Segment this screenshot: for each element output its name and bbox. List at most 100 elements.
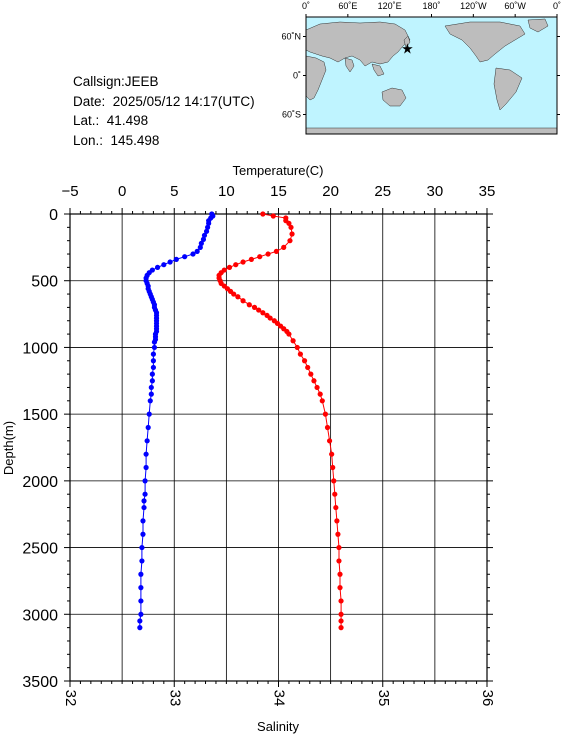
salinity-data-point [314,384,320,391]
plot-frame [69,213,488,682]
salinity-data-point [305,364,311,371]
salinity-tick-label: 36 [479,690,496,707]
temperature-data-point [182,254,188,260]
salinity-data-point [334,518,340,524]
salinity-data-point [267,315,273,321]
depth-tick-label: 2500 [22,541,58,558]
salinity-data-point [337,571,343,577]
salinity-data-point [332,491,338,497]
depth-tick-label: 0 [49,207,58,224]
series-layer [137,211,344,631]
depth-tick-label: 1000 [22,340,58,357]
date-label: Date: [73,93,106,109]
salinity-data-point [338,618,344,624]
lon-line: Lon.: 145.498 [73,131,255,151]
salinity-data-point [294,344,300,351]
salinity-data-point [240,259,246,265]
date-line: Date: 2025/05/12 14:17(UTC) [73,92,255,112]
temperature-data-point [147,398,153,404]
salinity-data-point [322,411,329,417]
callsign-line: Callsign:JEEB [73,72,255,92]
salinity-tick-label: 33 [166,690,183,707]
temperature-data-point [150,358,156,364]
temperature-data-point [151,344,158,351]
salinity-data-point [301,358,308,364]
temperature-data-point [143,451,149,457]
temperature-data-point [144,438,150,444]
temperature-profile-line [139,213,214,628]
temperature-data-point [151,339,158,345]
date-value: 2025/05/12 14:17(UTC) [112,93,255,109]
temperature-data-point [149,371,155,377]
temperature-data-point [167,259,173,265]
temperature-data-point [197,244,203,250]
temperature-data-point [141,498,147,504]
depth-tick-label: 2000 [22,474,58,491]
chart-grid [69,213,488,682]
temperature-data-point [141,504,147,511]
salinity-data-point [270,213,276,219]
salinity-data-point [260,310,266,316]
salinity-data-point [331,478,337,484]
africa-landmass [305,55,327,101]
salinity-data-point [289,231,295,237]
temperature-data-point [203,228,210,234]
salinity-series [216,211,344,631]
depth-tick-label: 3000 [22,607,58,624]
map-lon-tick-label: 60˚W [504,1,526,11]
lon-label: Lon.: [73,132,104,148]
salinity-data-point [319,398,325,404]
salinity-tick-label: 34 [271,690,288,707]
salinity-data-point [235,294,241,300]
map-lon-tick-label: 0˚ [553,1,561,11]
salinity-data-point [338,611,344,617]
salinity-data-point [338,598,344,604]
lon-value: 145.498 [110,132,160,148]
world-map: 0˚ 60˚E 120˚E 180˚ 120˚W 60˚W 0˚ 60˚N 0˚ 60˚S ★ [281,1,561,135]
salinity-data-point [311,378,317,384]
salinity-tick-label: 35 [375,690,392,707]
temperature-tick-label: 5 [170,183,178,200]
station-marker-icon: ★ [401,41,414,57]
temperature-data-point [142,478,148,484]
temperature-data-point [137,625,143,631]
salinity-tick-labels: 32 33 34 35 36 [62,690,496,707]
salinity-data-point [240,298,246,304]
salinity-data-point [329,451,335,457]
temperature-tick-label: −5 [61,183,78,200]
temperature-data-point [138,598,144,604]
salinity-data-point [333,504,339,511]
temperature-data-point [148,391,154,397]
eurasia-landmass [305,21,411,67]
temperature-data-point [138,611,144,617]
temperature-data-point [138,571,144,577]
temperature-data-point [154,264,161,270]
temperature-tick-label: 20 [322,183,339,200]
temperature-data-point [161,262,167,268]
temperature-data-point [149,378,155,384]
temperature-data-point [139,544,145,551]
callsign-label: Callsign: [73,74,125,89]
temperature-data-point [146,411,152,417]
salinity-data-point [251,304,258,310]
salinity-data-point [330,464,336,471]
salinity-data-point [233,262,239,268]
salinity-data-point [287,238,293,244]
india-landmass [344,57,355,73]
australia-landmass [381,87,407,107]
lat-line: Lat.: 41.498 [73,111,255,131]
depth-tick-label: 3500 [22,674,58,691]
map-ticks: 0˚ 60˚E 120˚E 180˚ 120˚W 60˚W 0˚ 60˚N 0˚ 60˚S [281,1,561,120]
salinity-data-point [257,254,263,260]
japan-landmass [403,35,411,49]
temperature-tick-label: 25 [374,183,391,200]
temperature-tick-label: 35 [479,183,496,200]
temperature-data-point [138,585,144,591]
temperature-data-point [143,464,149,471]
temperature-data-point [200,236,207,242]
salinity-data-point [231,291,237,297]
salinity-data-point [290,338,296,344]
salinity-data-point [338,625,344,631]
map-lon-tick-label: 120˚E [378,1,402,11]
temperature-data-point [205,224,211,230]
